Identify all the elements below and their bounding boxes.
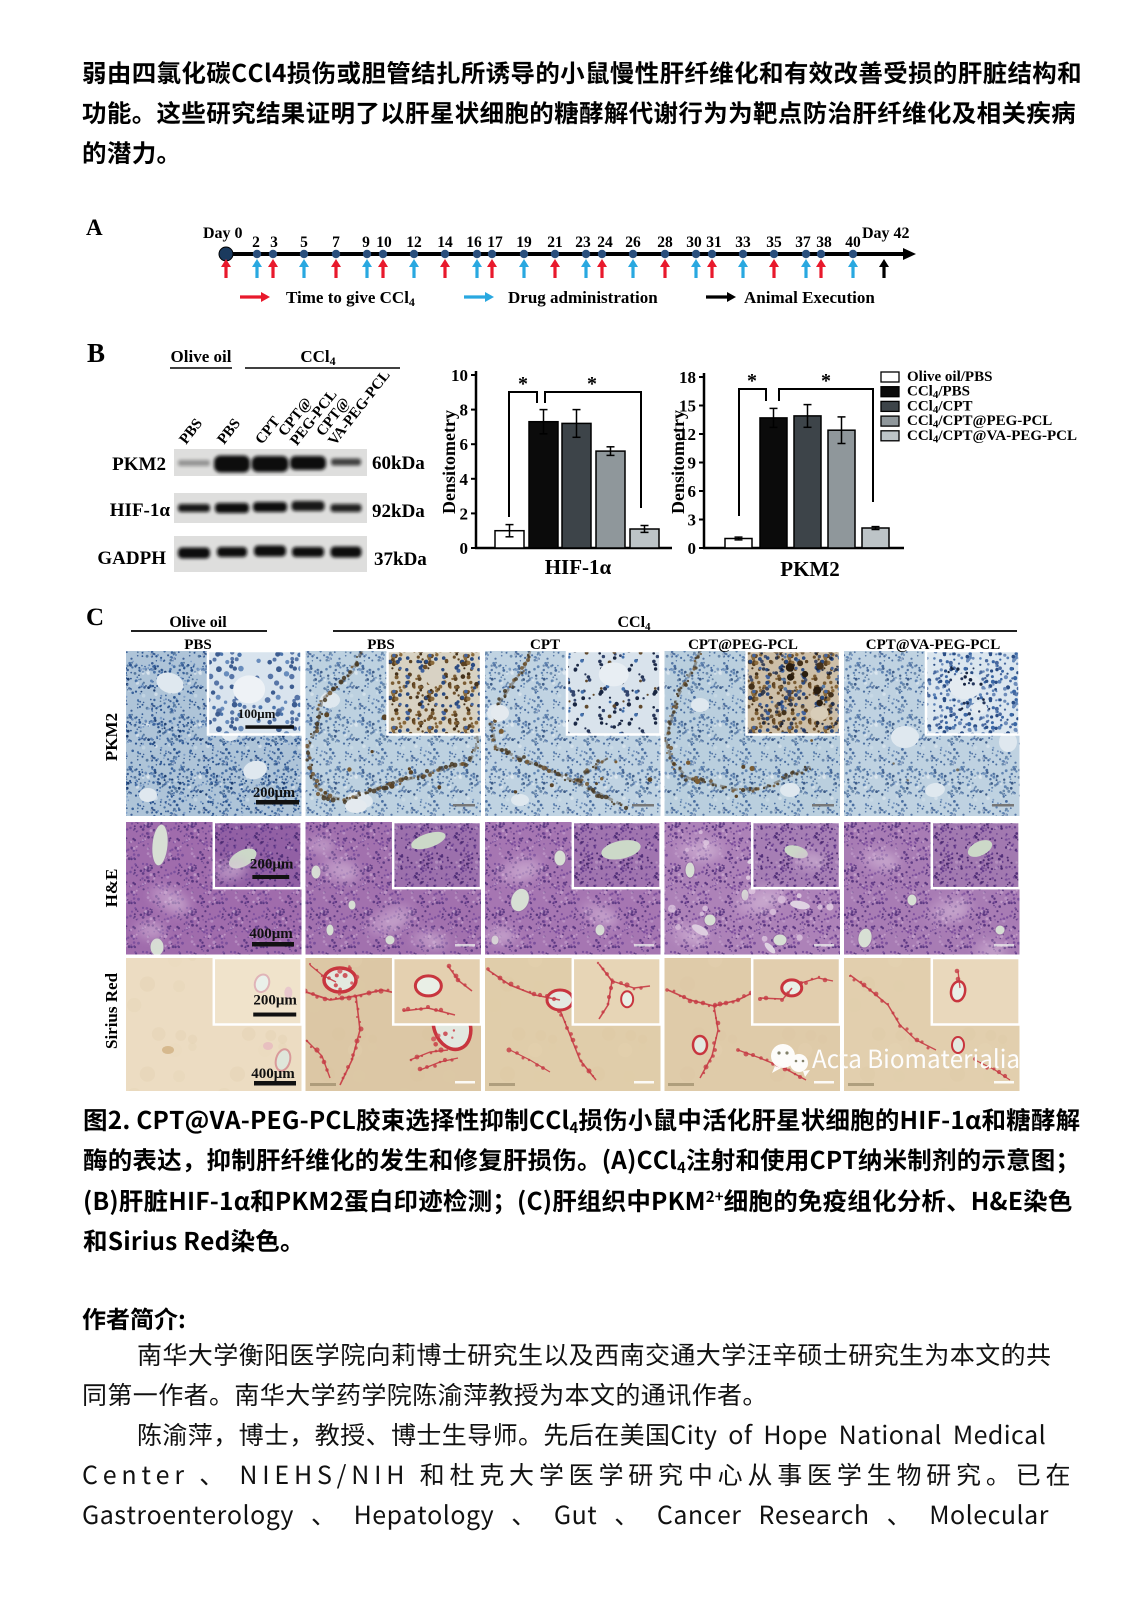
svg-text:26: 26	[625, 234, 641, 251]
svg-text:Densitometry: Densitometry	[439, 410, 459, 514]
svg-text:10: 10	[451, 366, 468, 385]
svg-text:0: 0	[460, 539, 469, 558]
svg-text:Olive oil: Olive oil	[171, 347, 232, 366]
svg-text:CCl4/CPT@VA-PEG-PCL: CCl4/CPT@VA-PEG-PCL	[907, 428, 1077, 446]
svg-text:Day 0: Day 0	[203, 225, 243, 242]
svg-text:CCl4: CCl4	[300, 347, 335, 368]
svg-text:Densitometry: Densitometry	[668, 410, 688, 514]
svg-text:PKM2: PKM2	[112, 454, 166, 475]
svg-text:0: 0	[688, 539, 697, 558]
svg-text:37: 37	[795, 234, 811, 251]
svg-text:PKM2: PKM2	[102, 713, 121, 761]
svg-text:40: 40	[845, 234, 861, 251]
svg-text:CCl4: CCl4	[617, 614, 651, 633]
svg-text:*: *	[821, 370, 831, 392]
svg-text:CPT@VA-PEG-PCL: CPT@VA-PEG-PCL	[866, 637, 1001, 653]
svg-text:*: *	[518, 373, 528, 395]
svg-text:Olive oil: Olive oil	[169, 614, 227, 631]
svg-text:38: 38	[816, 234, 832, 251]
svg-text:24: 24	[597, 234, 613, 251]
svg-text:33: 33	[735, 234, 751, 251]
svg-text:31: 31	[706, 234, 722, 251]
svg-text:200μm: 200μm	[250, 856, 294, 872]
svg-text:Day 42: Day 42	[862, 225, 910, 242]
svg-text:15: 15	[679, 397, 696, 416]
svg-text:35: 35	[766, 234, 782, 251]
svg-text:2: 2	[460, 504, 469, 523]
svg-text:9: 9	[688, 454, 697, 473]
svg-text:6: 6	[688, 482, 697, 501]
svg-text:30: 30	[686, 234, 702, 251]
svg-text:60kDa: 60kDa	[372, 453, 425, 474]
svg-text:6: 6	[460, 435, 469, 454]
svg-text:HIF-1α: HIF-1α	[110, 500, 171, 521]
svg-text:12: 12	[406, 234, 422, 251]
svg-text:CCl4/CPT@PEG-PCL: CCl4/CPT@PEG-PCL	[907, 413, 1052, 431]
svg-text:Time to give CCl4: Time to give CCl4	[286, 288, 415, 309]
svg-text:2: 2	[252, 234, 260, 251]
svg-text:400μm: 400μm	[249, 926, 293, 942]
svg-text:100μm: 100μm	[238, 706, 276, 721]
svg-text:*: *	[747, 370, 757, 392]
svg-text:5: 5	[300, 234, 308, 251]
svg-text:200μm: 200μm	[253, 785, 295, 801]
svg-text:28: 28	[657, 234, 673, 251]
svg-text:Acta Biomaterialia: Acta Biomaterialia	[812, 1040, 1020, 1076]
svg-text:7: 7	[332, 234, 340, 251]
svg-text:4: 4	[460, 470, 469, 489]
svg-text:Animal Execution: Animal Execution	[744, 288, 875, 307]
svg-text:PKM2: PKM2	[780, 557, 839, 581]
svg-text:14: 14	[437, 234, 453, 251]
svg-text:CPT@PEG-PCL: CPT@PEG-PCL	[688, 637, 798, 653]
svg-text:Olive oil/PBS: Olive oil/PBS	[907, 369, 992, 385]
svg-text:HIF-1α: HIF-1α	[545, 555, 612, 579]
svg-text:16: 16	[466, 234, 482, 251]
svg-text:Sirius Red: Sirius Red	[102, 972, 121, 1049]
svg-text:3: 3	[270, 234, 278, 251]
svg-text:CCl4/CPT: CCl4/CPT	[907, 398, 973, 416]
svg-text:CPT: CPT	[530, 637, 560, 653]
svg-text:Drug administration: Drug administration	[508, 288, 658, 307]
svg-text:8: 8	[460, 401, 469, 420]
svg-text:PBS: PBS	[184, 637, 212, 653]
svg-text:9: 9	[362, 234, 370, 251]
svg-text:18: 18	[679, 368, 696, 387]
svg-text:400μm: 400μm	[251, 1066, 295, 1082]
svg-text:92kDa: 92kDa	[372, 501, 425, 522]
svg-text:GADPH: GADPH	[97, 548, 166, 569]
svg-text:3: 3	[688, 511, 697, 530]
svg-text:CCl4/PBS: CCl4/PBS	[907, 384, 970, 402]
svg-text:21: 21	[547, 234, 563, 251]
svg-text:10: 10	[376, 234, 392, 251]
svg-text:200μm: 200μm	[253, 993, 297, 1009]
svg-text:*: *	[587, 373, 597, 395]
svg-text:17: 17	[487, 234, 503, 251]
svg-text:H&E: H&E	[102, 869, 121, 908]
svg-text:12: 12	[679, 425, 696, 444]
svg-text:19: 19	[516, 234, 532, 251]
svg-text:PBS: PBS	[367, 637, 395, 653]
svg-text:23: 23	[575, 234, 591, 251]
svg-text:37kDa: 37kDa	[374, 549, 427, 570]
